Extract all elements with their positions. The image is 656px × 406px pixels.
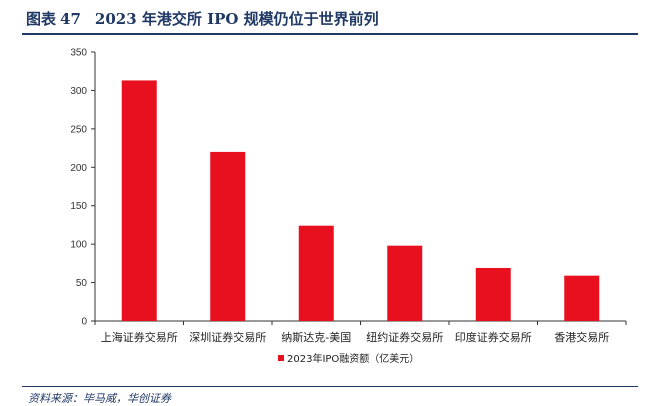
y-tick-label: 200	[70, 163, 87, 174]
y-tick-label: 50	[76, 278, 88, 289]
bar	[387, 245, 423, 321]
bar	[298, 225, 334, 321]
x-tick-label: 纽约证券交易所	[366, 330, 443, 344]
figure-label: 图表	[26, 10, 57, 28]
source-note: 资料来源：毕马威，华创证券	[28, 392, 171, 405]
figure-header: 图表 47 2023 年港交所 IPO 规模仍位于世界前列	[0, 0, 656, 36]
footer-rule	[22, 386, 638, 387]
bar	[564, 275, 600, 321]
header-rule	[22, 33, 638, 35]
legend-swatch	[278, 355, 284, 361]
y-tick-label: 0	[81, 317, 87, 328]
bar	[475, 267, 511, 321]
bar	[121, 80, 157, 322]
figure-title-text: 2023 年港交所 IPO 规模仍位于世界前列	[94, 10, 379, 28]
legend-label: 2023年IPO融资额（亿美元）	[287, 352, 419, 365]
x-tick-label: 纳斯达克-美国	[281, 331, 351, 344]
x-tick-label: 深圳证券交易所	[189, 330, 266, 344]
x-tick-label: 印度证券交易所	[455, 330, 532, 344]
y-tick-label: 300	[70, 86, 87, 97]
y-tick-label: 150	[70, 201, 87, 212]
bar-chart: 0 50 100 150 200 250 300 350 上海证券交易所 深圳证券交易所 纳斯达克-…	[70, 48, 627, 365]
y-tick-label: 250	[70, 124, 87, 135]
y-tick-label: 100	[70, 240, 87, 251]
y-tick-label: 350	[70, 48, 87, 59]
bar	[210, 151, 246, 321]
figure-number: 47	[60, 10, 81, 28]
x-tick-label: 上海证券交易所	[101, 330, 178, 344]
figure-title: 图表 47 2023 年港交所 IPO 规模仍位于世界前列	[26, 8, 379, 29]
x-tick-label: 香港交易所	[554, 330, 609, 344]
